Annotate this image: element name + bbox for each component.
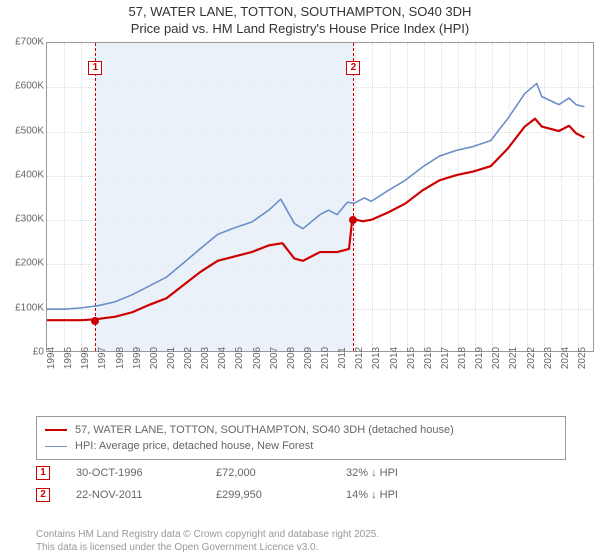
credit-line-1: Contains HM Land Registry data © Crown c… <box>36 529 379 542</box>
x-tick-label: 1995 <box>63 347 74 369</box>
x-tick-label: 2011 <box>337 347 348 369</box>
plot-area: 12 <box>46 42 594 352</box>
transaction-date: 22-NOV-2011 <box>76 489 216 501</box>
title-line-2: Price paid vs. HM Land Registry's House … <box>0 21 600 38</box>
x-tick-label: 2019 <box>474 347 485 369</box>
transaction-diff: 32% ↓ HPI <box>346 467 466 479</box>
x-tick-label: 1999 <box>132 347 143 369</box>
x-tick-label: 2006 <box>252 347 263 369</box>
title-block: 57, WATER LANE, TOTTON, SOUTHAMPTON, SO4… <box>0 0 600 38</box>
x-tick-label: 2013 <box>371 347 382 369</box>
series-price_paid <box>47 119 584 320</box>
credit-block: Contains HM Land Registry data © Crown c… <box>36 529 379 554</box>
marker-box: 2 <box>346 61 360 75</box>
y-tick-label: £700K <box>6 37 44 48</box>
marker-box: 1 <box>88 61 102 75</box>
transaction-price: £72,000 <box>216 467 346 479</box>
x-tick-label: 2020 <box>491 347 502 369</box>
x-tick-label: 2024 <box>560 347 571 369</box>
series-hpi <box>47 83 584 309</box>
chart: £0£100K£200K£300K£400K£500K£600K£700K 12… <box>6 42 594 402</box>
x-tick-label: 2004 <box>217 347 228 369</box>
x-tick-label: 2023 <box>543 347 554 369</box>
x-tick-label: 2021 <box>508 347 519 369</box>
x-tick-label: 1997 <box>97 347 108 369</box>
title-line-1: 57, WATER LANE, TOTTON, SOUTHAMPTON, SO4… <box>0 4 600 21</box>
x-tick-label: 2010 <box>320 347 331 369</box>
x-tick-label: 2014 <box>389 347 400 369</box>
x-tick-label: 2022 <box>526 347 537 369</box>
transaction-price: £299,950 <box>216 489 346 501</box>
x-tick-label: 2007 <box>269 347 280 369</box>
x-tick-label: 2009 <box>303 347 314 369</box>
legend-label: HPI: Average price, detached house, New … <box>75 440 313 452</box>
x-tick-label: 1998 <box>115 347 126 369</box>
transactions-table: 1 30-OCT-1996 £72,000 32% ↓ HPI 2 22-NOV… <box>36 462 466 506</box>
x-tick-label: 2008 <box>286 347 297 369</box>
x-tick-label: 2001 <box>166 347 177 369</box>
x-tick-label: 2005 <box>234 347 245 369</box>
x-tick-label: 2002 <box>183 347 194 369</box>
marker-icon: 1 <box>36 466 50 480</box>
x-tick-label: 2015 <box>406 347 417 369</box>
transaction-diff: 14% ↓ HPI <box>346 489 466 501</box>
y-tick-label: £600K <box>6 81 44 92</box>
y-tick-label: £400K <box>6 169 44 180</box>
transaction-date: 30-OCT-1996 <box>76 467 216 479</box>
x-tick-label: 2012 <box>354 347 365 369</box>
x-tick-label: 1994 <box>46 347 57 369</box>
y-tick-label: £100K <box>6 302 44 313</box>
transaction-row: 2 22-NOV-2011 £299,950 14% ↓ HPI <box>36 484 466 506</box>
legend: 57, WATER LANE, TOTTON, SOUTHAMPTON, SO4… <box>36 416 566 460</box>
credit-line-2: This data is licensed under the Open Gov… <box>36 542 379 555</box>
marker-icon: 2 <box>36 488 50 502</box>
x-tick-label: 2016 <box>423 347 434 369</box>
y-tick-label: £200K <box>6 258 44 269</box>
x-tick-label: 2017 <box>440 347 451 369</box>
y-tick-label: £500K <box>6 125 44 136</box>
legend-swatch <box>45 446 67 447</box>
x-tick-label: 1996 <box>80 347 91 369</box>
y-tick-label: £300K <box>6 214 44 225</box>
legend-item-0: 57, WATER LANE, TOTTON, SOUTHAMPTON, SO4… <box>45 422 557 438</box>
x-tick-label: 2018 <box>457 347 468 369</box>
legend-swatch <box>45 429 67 431</box>
x-tick-label: 2025 <box>577 347 588 369</box>
legend-label: 57, WATER LANE, TOTTON, SOUTHAMPTON, SO4… <box>75 424 454 436</box>
x-tick-label: 2000 <box>149 347 160 369</box>
transaction-row: 1 30-OCT-1996 £72,000 32% ↓ HPI <box>36 462 466 484</box>
y-tick-label: £0 <box>6 347 44 358</box>
x-tick-label: 2003 <box>200 347 211 369</box>
legend-item-1: HPI: Average price, detached house, New … <box>45 438 557 454</box>
